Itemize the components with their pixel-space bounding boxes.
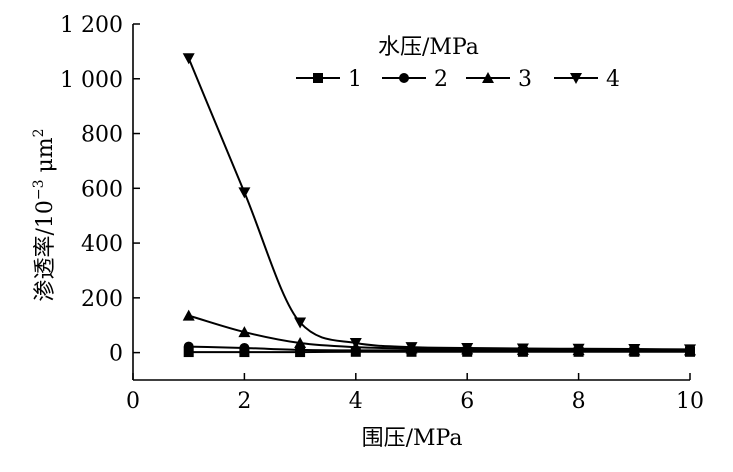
legend-entry-4: 4 xyxy=(554,67,620,92)
legend-marker-2 xyxy=(399,73,409,83)
x-axis-title: 围压/MPa xyxy=(362,426,463,451)
y-axis-title-unit: μm xyxy=(33,137,58,179)
x-tick-label: 4 xyxy=(349,389,363,414)
y-axis-title-main: 渗透率/10 xyxy=(33,200,58,301)
x-tick-label: 8 xyxy=(572,389,586,414)
data-point-series-3 xyxy=(183,310,195,321)
y-tick-label: 1 000 xyxy=(60,68,123,93)
legend-entry-1: 1 xyxy=(296,67,362,92)
legend-title: 水压/MPa xyxy=(378,35,479,60)
data-point-series-4 xyxy=(183,53,195,64)
legend-marker-1 xyxy=(313,73,323,83)
legend-label-1: 1 xyxy=(348,67,362,92)
legend-entry-3: 3 xyxy=(466,67,532,92)
legend-label-3: 3 xyxy=(518,67,532,92)
legend-entry-2: 2 xyxy=(382,67,448,92)
y-tick-label: 0 xyxy=(109,342,123,367)
data-point-series-4 xyxy=(238,187,250,198)
x-tick-label: 10 xyxy=(676,389,704,414)
legend-label-4: 4 xyxy=(606,67,620,92)
legend: 水压/MPa 1 2 3 4 xyxy=(296,35,620,92)
y-axis-title-exponent: −3 xyxy=(31,180,47,201)
y-tick-label: 600 xyxy=(81,177,123,202)
y-axis-title: 渗透率/10−3 μm2 xyxy=(31,128,58,301)
x-tick-label: 0 xyxy=(126,389,140,414)
y-axis-title-unit-exponent: 2 xyxy=(31,128,47,137)
series-line-3 xyxy=(189,316,690,351)
series-line-4 xyxy=(189,58,690,349)
y-tick-label: 800 xyxy=(81,123,123,148)
y-tick-label: 200 xyxy=(81,287,123,312)
data-point-series-2 xyxy=(239,343,249,353)
y-tick-label: 1 200 xyxy=(60,13,123,38)
y-tick-label: 400 xyxy=(81,232,123,257)
x-tick-label: 6 xyxy=(460,389,474,414)
x-tick-label: 2 xyxy=(237,389,251,414)
series-layer xyxy=(183,53,696,357)
legend-label-2: 2 xyxy=(434,67,448,92)
series-4 xyxy=(183,53,696,355)
data-point-series-2 xyxy=(184,342,194,352)
